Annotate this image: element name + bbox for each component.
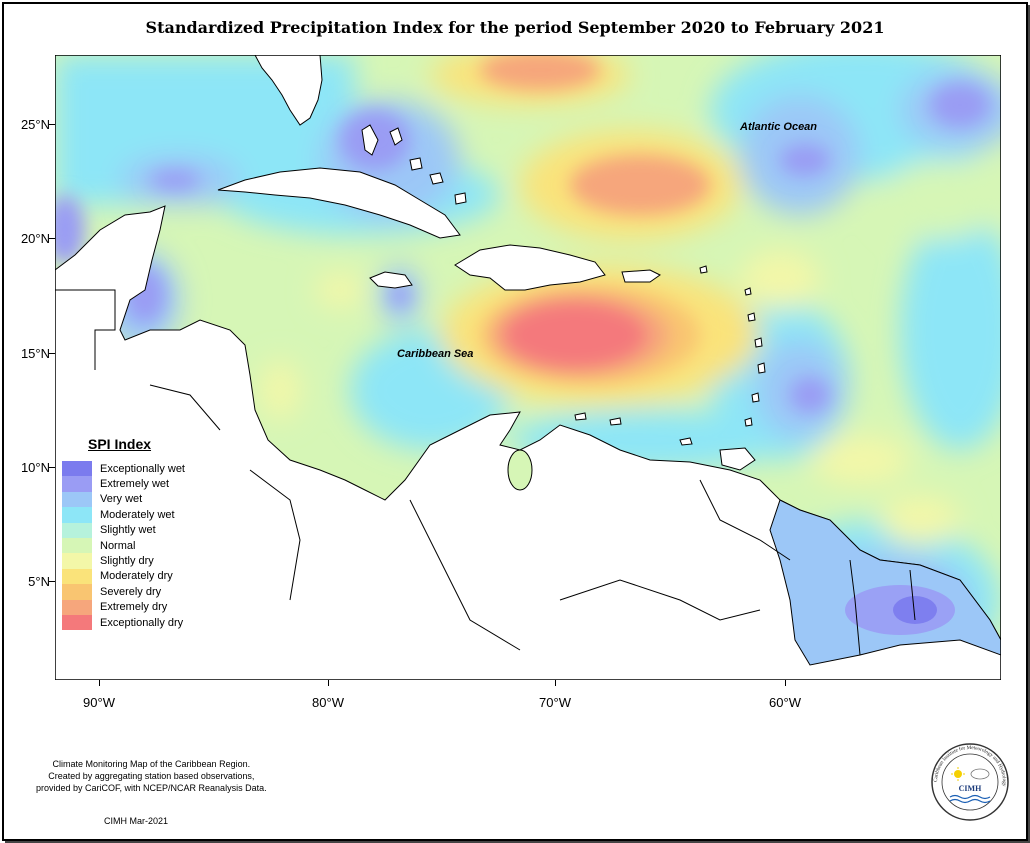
lat-tick (49, 581, 55, 582)
lat-label-20n: 20°N (20, 231, 50, 246)
legend-swatch (62, 584, 92, 600)
legend-item: Very wet (62, 491, 232, 508)
map-title: Standardized Precipitation Index for the… (145, 18, 885, 37)
legend-label: Slightly wet (100, 524, 156, 537)
lat-tick (49, 353, 55, 354)
footer-line-2: Created by aggregating station based obs… (48, 771, 255, 781)
cloud-icon (970, 768, 990, 780)
legend-item: Normal (62, 537, 232, 554)
legend-swatch (62, 614, 92, 631)
lon-tick (785, 680, 786, 686)
lat-label-25n: 25°N (20, 117, 50, 132)
lat-label-10n: 10°N (20, 460, 50, 475)
lat-tick (49, 124, 55, 125)
logo-text: CIMH (959, 784, 982, 793)
lat-label-5n: 5°N (28, 574, 50, 589)
legend-swatch (62, 537, 92, 554)
sun-icon (951, 767, 965, 781)
legend-swatch (62, 476, 92, 492)
jamaica (369, 271, 413, 289)
map-footer: Climate Monitoring Map of the Caribbean … (36, 758, 267, 794)
legend-swatch (62, 599, 92, 615)
legend-swatch (62, 568, 92, 585)
legend-swatch (62, 491, 92, 508)
spi-map: Atlantic Ocean Caribbean Sea (55, 55, 1001, 680)
legend-label: Normal (100, 539, 136, 552)
spi-legend: SPI Index Exceptionally wet Extremely wet… (62, 436, 232, 631)
footer-line-3: provided by CariCOF, with NCEP/NCAR Rean… (36, 783, 267, 793)
legend-swatch (62, 461, 92, 477)
legend-item: Slightly wet (62, 522, 232, 538)
legend-label: Exceptionally dry (100, 616, 184, 629)
legend-item: Moderately dry (62, 568, 232, 585)
legend-swatch (62, 522, 92, 538)
legend-label: Exceptionally wet (100, 462, 185, 475)
legend-swatch (62, 553, 92, 569)
label-atlantic-ocean: Atlantic Ocean (739, 121, 817, 133)
lat-tick (49, 467, 55, 468)
legend-label: Moderately wet (100, 508, 175, 521)
lat-label-15n: 15°N (20, 346, 50, 361)
lon-tick (328, 680, 329, 686)
legend-label: Extremely dry (100, 601, 168, 614)
lon-label-90w: 90°W (83, 695, 115, 710)
legend-item: Severely dry (62, 584, 232, 600)
legend-item: Extremely wet (62, 476, 232, 492)
legend-label: Extremely wet (100, 478, 170, 491)
footer-line-1: Climate Monitoring Map of the Caribbean … (52, 759, 251, 769)
legend-label: Moderately dry (100, 570, 173, 583)
landmasses (55, 55, 1001, 680)
trinidad (719, 447, 756, 471)
puerto-rico (621, 269, 661, 283)
legend-item: Exceptionally dry (62, 614, 232, 631)
hispaniola (454, 244, 606, 291)
legend-item: Moderately wet (62, 507, 232, 523)
lon-tick (99, 680, 100, 686)
legend-title: SPI Index (88, 436, 152, 452)
legend-label: Very wet (100, 493, 143, 506)
florida (254, 55, 323, 126)
lon-label-70w: 70°W (539, 695, 571, 710)
legend-item: Exceptionally wet (62, 461, 232, 477)
legend-item: Extremely dry (62, 599, 232, 615)
waves-icon (949, 794, 991, 804)
legend-label: Slightly dry (100, 555, 154, 568)
lon-label-60w: 60°W (769, 695, 801, 710)
legend-item: Slightly dry (62, 553, 232, 569)
legend-swatch (62, 507, 92, 523)
label-caribbean-sea: Caribbean Sea (397, 348, 473, 360)
lon-tick (555, 680, 556, 686)
lat-tick (49, 238, 55, 239)
lon-label-80w: 80°W (312, 695, 344, 710)
cuba (217, 167, 461, 239)
map-credit: CIMH Mar-2021 (104, 816, 169, 826)
cimh-logo: Caribbean Institute for Meteorology and … (931, 743, 1009, 821)
legend-label: Severely dry (100, 585, 162, 598)
